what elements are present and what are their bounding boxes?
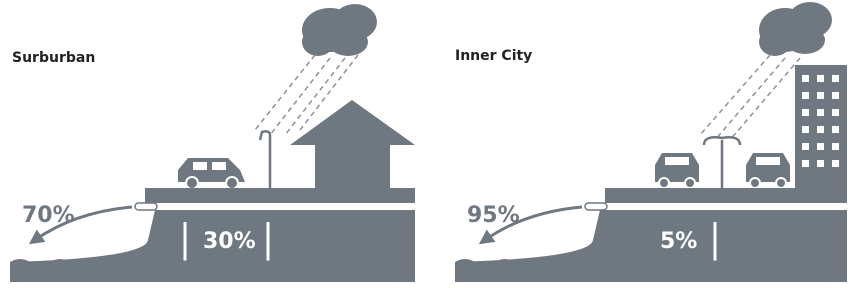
inner-city-panel: Inner City 95 — [455, 2, 847, 282]
cloud — [302, 4, 377, 56]
infiltration-label: 30% — [203, 229, 256, 254]
car — [655, 153, 699, 188]
street-lamp — [260, 131, 270, 188]
panel-title: Surburban — [12, 50, 95, 66]
rain — [700, 55, 800, 140]
infographic: Surburban 70% 30% Inner City — [0, 0, 858, 288]
house — [290, 100, 415, 188]
cloud — [759, 2, 832, 56]
runoff-label: 95% — [467, 203, 520, 228]
car — [178, 158, 245, 189]
ground-surface — [145, 188, 415, 203]
panel-title: Inner City — [455, 48, 532, 64]
infiltration-label: 5% — [660, 229, 697, 254]
car — [746, 153, 790, 188]
street-lamp — [704, 137, 740, 188]
suburban-panel: Surburban 70% 30% — [10, 4, 415, 282]
drain-pipe — [585, 203, 607, 210]
runoff-label: 70% — [22, 203, 75, 228]
drain-pipe — [135, 203, 157, 210]
ground-surface — [605, 188, 847, 203]
